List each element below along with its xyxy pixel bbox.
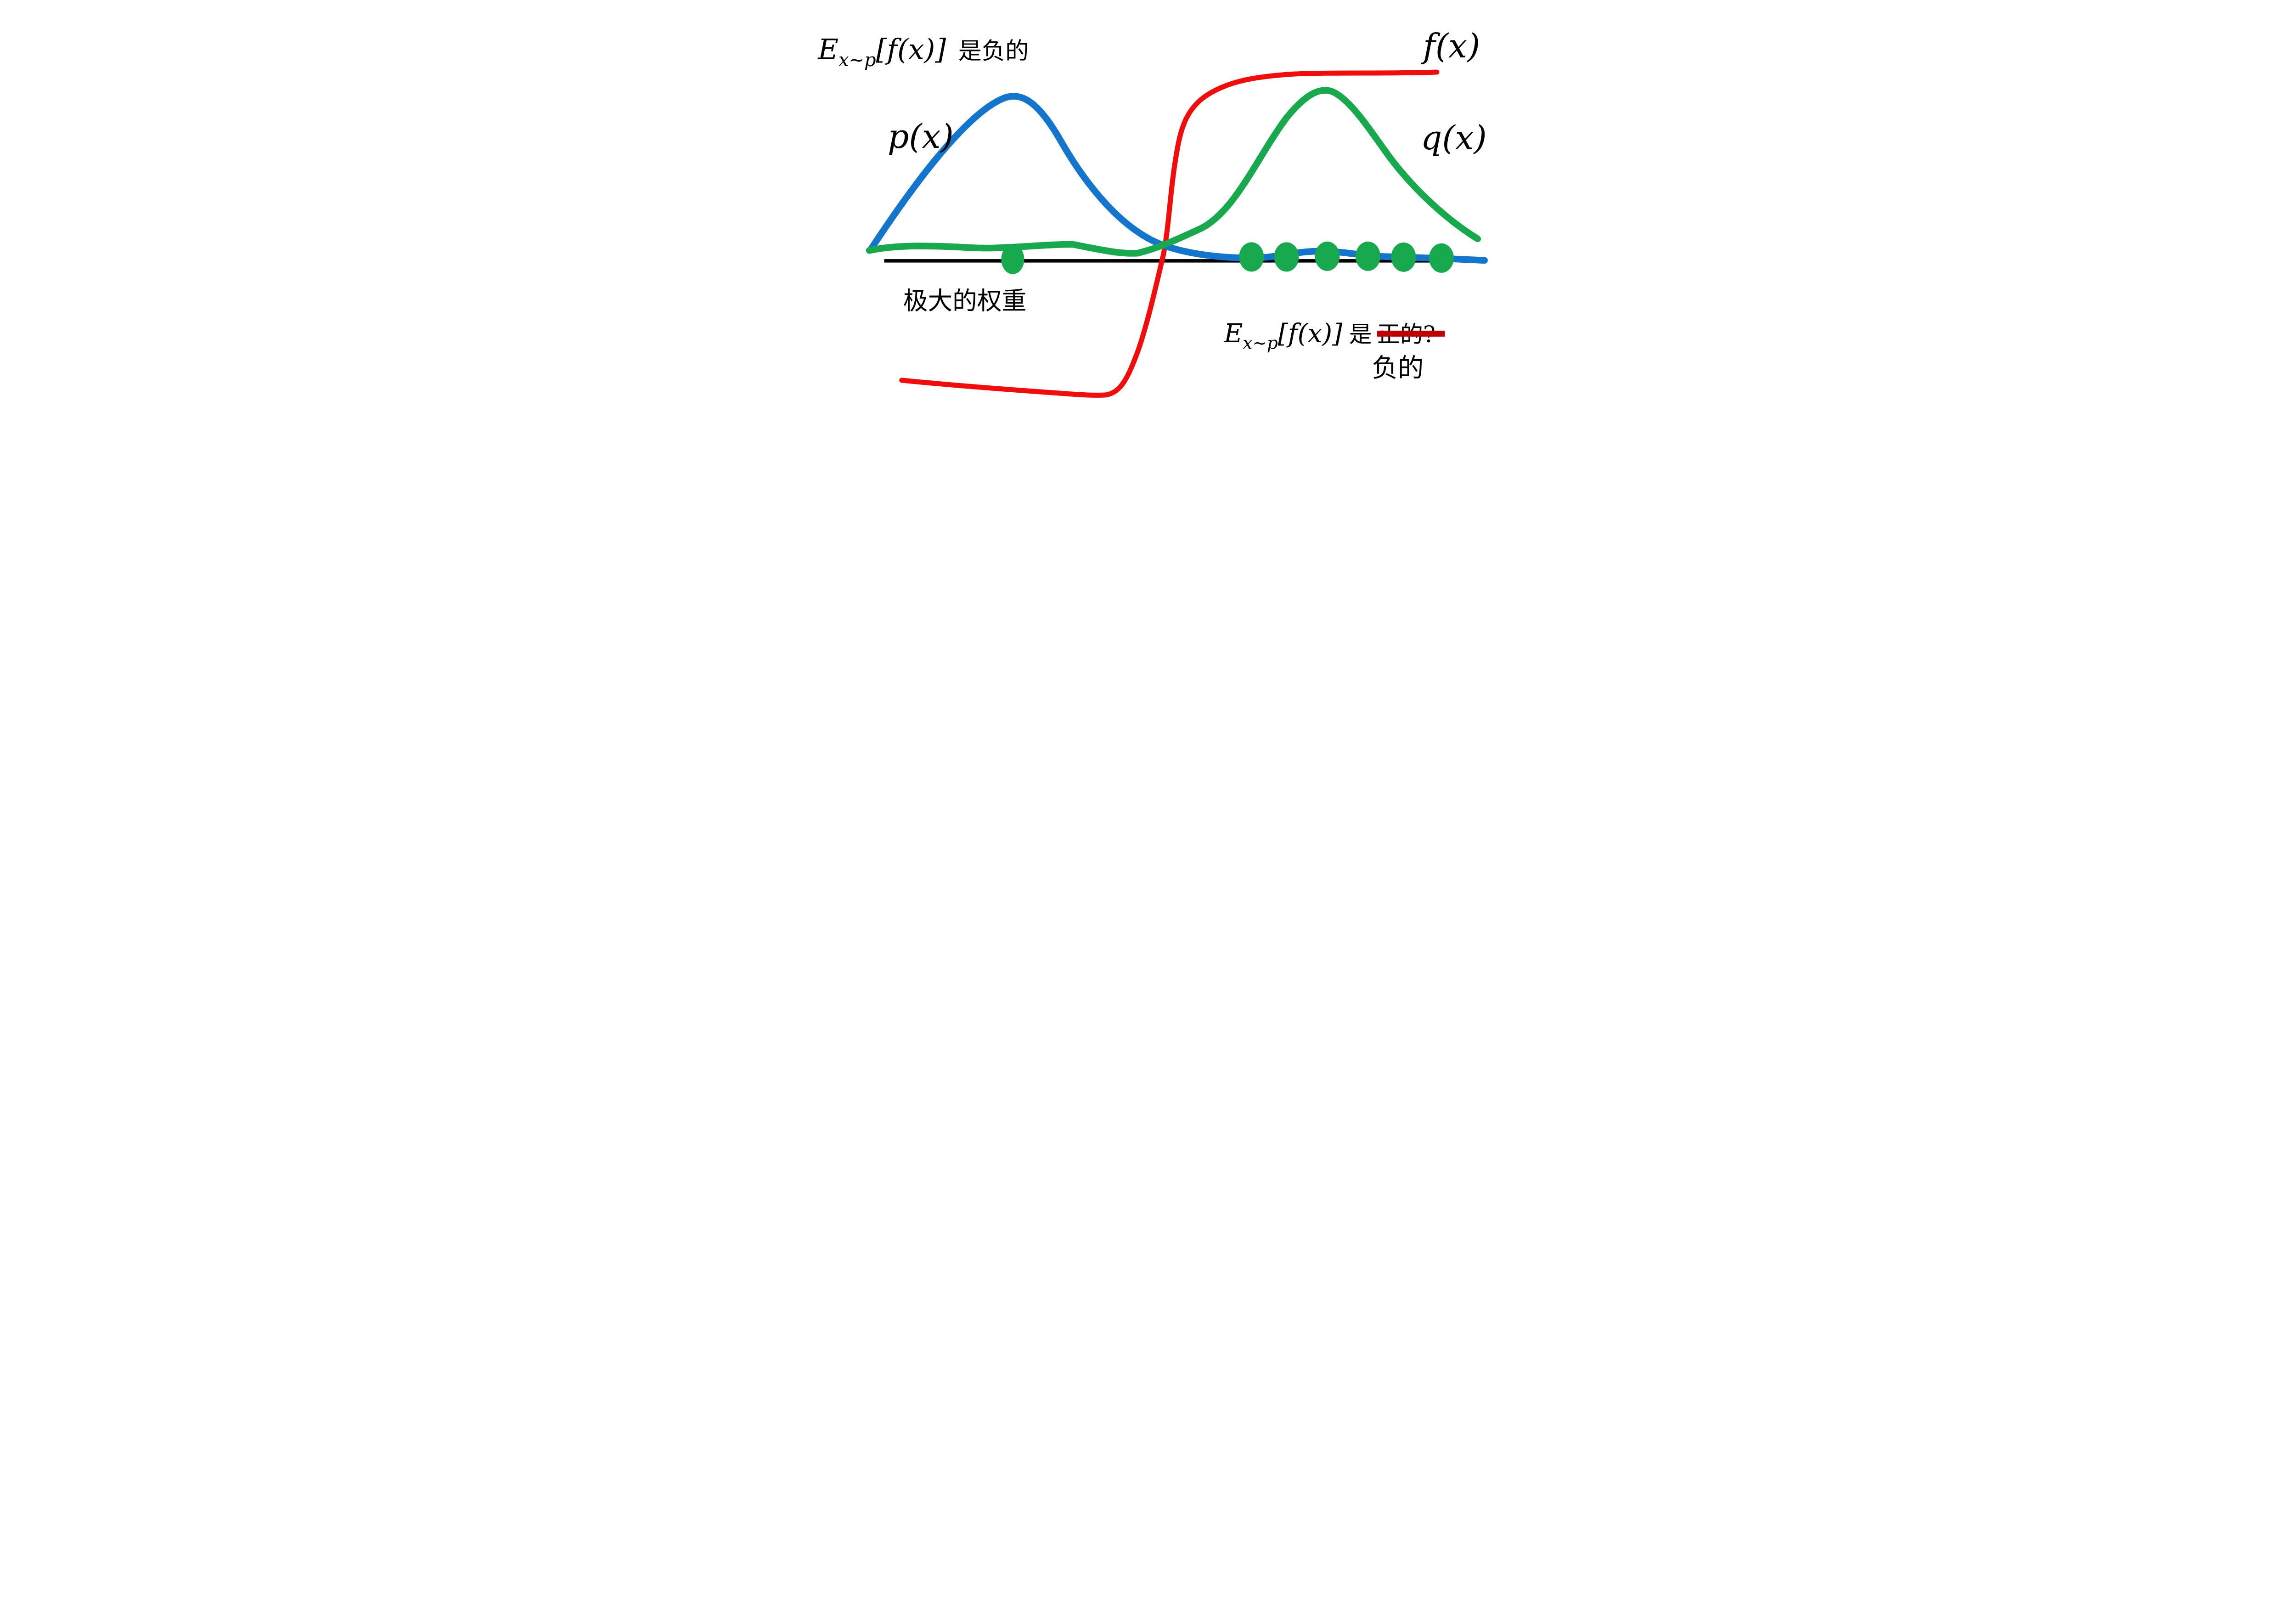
expectation2-subscript: x∼p bbox=[1243, 333, 1278, 353]
label-huge-weight: 极大的权重 bbox=[903, 287, 1027, 316]
sample-dot-3 bbox=[1315, 241, 1340, 271]
expectation2-verb: 是 bbox=[1349, 321, 1372, 348]
sample-dot-left bbox=[1001, 244, 1024, 274]
sample-dot-4 bbox=[1356, 241, 1381, 271]
f-curve-label: f(x) bbox=[1421, 27, 1480, 66]
sample-dot-2 bbox=[1274, 242, 1299, 272]
importance-sampling-figure: Ex∼p[f(x)] 是负的 p(x) q(x) f(x) 极大的权重 Ex∼p[… bbox=[805, 0, 1491, 401]
expectation2-argument: [f(x)] bbox=[1278, 319, 1342, 349]
sample-dot-6 bbox=[1429, 243, 1454, 273]
label-expectation-negative: Ex∼p[f(x)] 是负的 bbox=[817, 34, 1029, 71]
diagram-canvas: Ex∼p[f(x)] 是负的 p(x) q(x) f(x) 极大的权重 Ex∼p[… bbox=[817, 27, 1488, 398]
p-curve-label: p(x) bbox=[888, 118, 954, 156]
expectation2-E: E bbox=[1223, 319, 1243, 349]
label-correction-negative: 负的 bbox=[1372, 353, 1424, 383]
expectation-statement: 是负的 bbox=[958, 38, 1029, 65]
sample-dot-5 bbox=[1391, 242, 1416, 272]
expectation-argument: [f(x)] bbox=[876, 34, 946, 66]
sample-dot-1 bbox=[1239, 242, 1264, 272]
expectation-E: E bbox=[817, 34, 838, 66]
f-curve bbox=[899, 69, 1440, 398]
q-curve-label: q(x) bbox=[1421, 119, 1487, 158]
sample-dots bbox=[1001, 241, 1454, 274]
expectation-subscript: x∼p bbox=[838, 50, 876, 71]
q-curve bbox=[866, 87, 1481, 257]
